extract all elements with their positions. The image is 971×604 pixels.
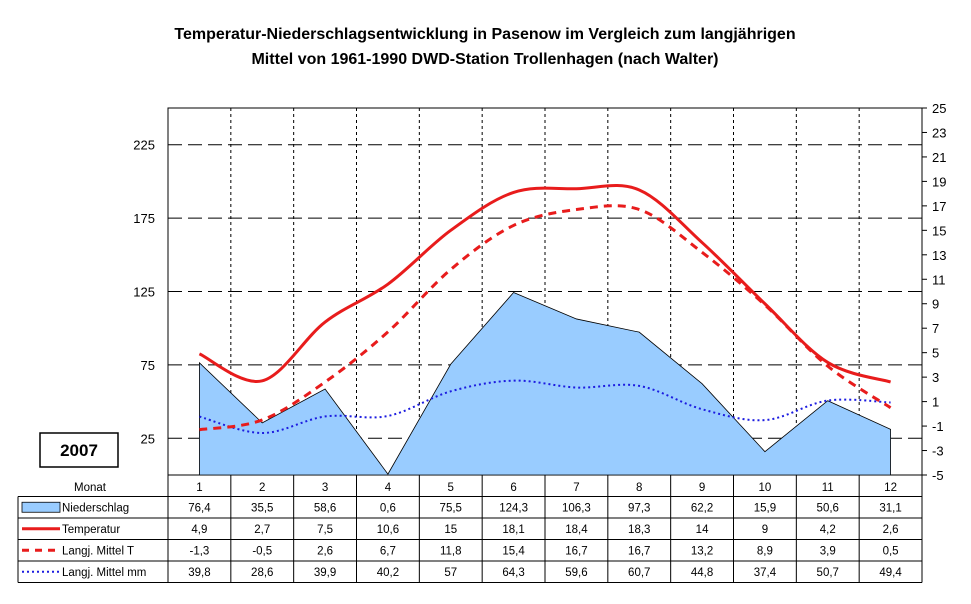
month-label: 2 [259,482,265,494]
table-cell-value: 57 [444,567,457,579]
y-right-tick-label: 15 [932,223,946,238]
y-right-tick-label: 19 [932,174,946,189]
table-cell-value: 75,5 [440,502,462,514]
table-cell-value: 44,8 [691,567,713,579]
table-cell-value: 2,7 [254,524,270,536]
y-left-tick-label: 225 [133,138,155,153]
table-cell-value: 14 [696,524,709,536]
month-label: 1 [196,482,202,494]
legend-key-precipitation [21,501,61,513]
table-cell-value: 39,9 [314,567,336,579]
table-cell-value: 28,6 [251,567,273,579]
table-cell-value: 2,6 [317,545,333,557]
chart-title-line-1: Temperatur-Niederschlagsentwicklung in P… [174,26,795,43]
table-cell-value: 3,9 [820,545,836,557]
table-cell-value: -1,3 [190,545,210,557]
y-right-tick-label: 11 [932,272,946,287]
y-left-tick-label: 75 [141,358,155,373]
month-label: 8 [636,482,642,494]
year-box: 2007 [39,432,119,468]
y-left-tick-label: 25 [141,431,155,446]
series-name: Niederschlag [62,502,129,514]
month-label: 6 [510,482,516,494]
table-cell-value: 59,6 [565,567,587,579]
table-cell-value: 18,3 [628,524,650,536]
table-cell-value: -0,5 [252,545,272,557]
table-cell-value: 15,4 [502,545,525,557]
table-cell-value: 50,7 [817,567,839,579]
y-left-tick-label: 125 [133,285,155,300]
table-cell-value: 15 [444,524,457,536]
series-name: Langj. Mittel T [62,545,134,557]
month-label: 5 [448,482,454,494]
table-cell-value: 50,6 [817,502,839,514]
y-right-tick-label: -1 [932,419,944,434]
table-cell-value: 37,4 [754,567,777,579]
month-label: 12 [884,482,897,494]
table-cell-value: 58,6 [314,502,336,514]
table-cell-value: 49,4 [879,567,902,579]
table-cell-value: 16,7 [565,545,587,557]
table-cell-value: 106,3 [562,502,591,514]
y-right-tick-label: 21 [932,150,946,165]
y-right-tick-label: 9 [932,297,939,312]
table-header-label: Monat [74,482,107,494]
table-cell-value: 40,2 [377,567,399,579]
y-right-tick-label: 13 [932,248,946,263]
table-cell-value: 62,2 [691,502,713,514]
y-right-tick-label: 17 [932,199,946,214]
table-cell-value: 6,7 [380,545,396,557]
y-right-tick-label: 25 [932,101,946,116]
table-cell-value: 4,9 [191,524,207,536]
table-cell-value: 60,7 [628,567,650,579]
table-cell-value: 7,5 [317,524,333,536]
y-right-tick-label: -5 [932,468,944,483]
series-name: Temperatur [62,524,120,536]
table-cell-value: 31,1 [879,502,901,514]
table-cell-value: 35,5 [251,502,273,514]
y-right-tick-label: 3 [932,370,939,385]
temperature-line [198,184,892,384]
table-cell-value: 0,6 [380,502,396,514]
y-right-tick-label: 7 [932,321,939,336]
table-cell-value: 97,3 [628,502,650,514]
mean-temperature-line [199,204,892,432]
month-label: 10 [759,482,772,494]
table-cell-value: 0,5 [883,545,899,557]
y-right-tick-label: -3 [932,444,944,459]
table-cell-value: 18,1 [502,524,524,536]
y-left-tick-label: 175 [133,211,155,226]
month-label: 7 [573,482,579,494]
table-cell-value: 124,3 [499,502,528,514]
table-cell-value: 18,4 [565,524,588,536]
y-right-tick-label: 23 [932,125,946,140]
table-cell-value: 11,8 [440,545,462,557]
month-label: 9 [699,482,705,494]
month-label: 11 [822,482,834,494]
table-cell-value: 39,8 [188,567,210,579]
chart-title-line-2: Mittel von 1961-1990 DWD-Station Trollen… [251,51,718,68]
month-label: 3 [322,482,328,494]
table-cell-value: 15,9 [754,502,776,514]
table-cell-value: 76,4 [188,502,211,514]
table-cell-value: 64,3 [502,567,524,579]
y-right-tick-label: 1 [932,395,939,410]
table-cell-value: 9 [762,524,768,536]
year-label: 2007 [60,441,98,460]
table-cell-value: 10,6 [377,524,399,536]
table-cell-value: 8,9 [757,545,773,557]
y-right-tick-label: 5 [932,346,939,361]
table-cell-value: 4,2 [820,524,836,536]
table-cell-value: 2,6 [883,524,899,536]
series-name: Langj. Mittel mm [62,567,146,579]
table-cell-value: 16,7 [628,545,650,557]
month-label: 4 [385,482,392,494]
table-cell-value: 13,2 [691,545,713,557]
